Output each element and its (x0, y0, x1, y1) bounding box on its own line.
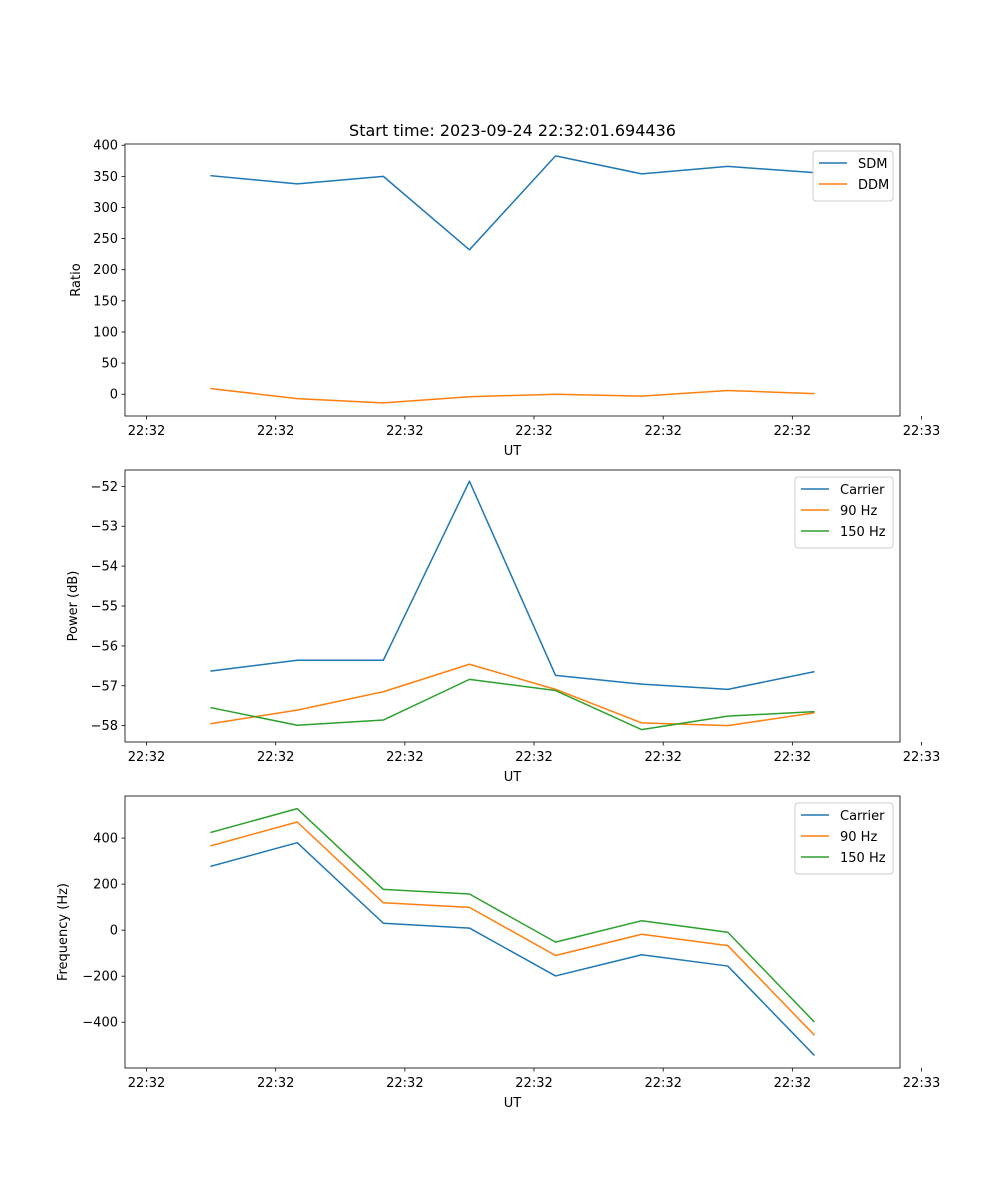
ratio-y-tick-label: 150 (93, 294, 118, 309)
ratio-x-axis-label: UT (504, 444, 522, 459)
power-x-tick-label: 22:32 (644, 750, 681, 765)
ratio-y-tick-label: 350 (93, 170, 118, 185)
ratio-y-tick-label: 200 (93, 263, 118, 278)
power-y-tick-label: −53 (91, 520, 118, 535)
frequency-x-tick-label: 22:32 (774, 1076, 811, 1091)
ratio-y-tick-label: 50 (101, 357, 118, 372)
frequency-x-tick-label: 22:32 (128, 1076, 165, 1091)
ratio-y-axis-label: Ratio (69, 263, 84, 296)
power-legend-label: 150 Hz (840, 525, 886, 540)
power-x-tick-label: 22:33 (903, 750, 940, 765)
power-series-line-150-hz (210, 678, 815, 731)
frequency-y-tick-label: 0 (110, 924, 118, 939)
frequency-x-tick-label: 22:32 (644, 1076, 681, 1091)
ratio-series-line-ddm (210, 387, 815, 404)
ratio-x-tick-label: 22:32 (644, 424, 681, 439)
power-x-tick-label: 22:32 (257, 750, 294, 765)
power-y-tick-label: −58 (91, 719, 118, 734)
ratio-x-tick-label: 22:32 (128, 424, 165, 439)
frequency-legend-label: Carrier (840, 809, 885, 824)
frequency-y-tick-label: 400 (93, 832, 118, 847)
ratio-legend-label: SDM (858, 157, 887, 172)
ratio-legend-label: DDM (858, 178, 889, 193)
frequency-axes-frame (124, 795, 901, 1069)
ratio-y-tick-label: 400 (93, 139, 118, 154)
power-y-tick-label: −55 (91, 600, 118, 615)
frequency-legend-label: 150 Hz (840, 851, 886, 866)
figure-title: Start time: 2023-09-24 22:32:01.694436 (349, 121, 676, 140)
power-y-tick-label: −57 (91, 679, 118, 694)
frequency-legend: Carrier 90 Hz 150 Hz (794, 802, 894, 875)
power-y-axis-label: Power (dB) (66, 571, 81, 642)
ratio-x-tick-label: 22:32 (515, 424, 552, 439)
power-series-line-carrier (210, 480, 815, 691)
ratio-legend: SDM DDM (812, 150, 894, 202)
ratio-x-tick-label: 22:32 (774, 424, 811, 439)
power-x-tick-label: 22:32 (128, 750, 165, 765)
power-legend: Carrier 90 Hz 150 Hz (794, 476, 894, 549)
power-x-tick-label: 22:32 (386, 750, 423, 765)
power-x-tick-label: 22:32 (515, 750, 552, 765)
ratio-y-tick-label: 100 (93, 325, 118, 340)
frequency-y-tick-label: −200 (82, 970, 118, 985)
power-y-tick-label: −52 (91, 480, 118, 495)
power-series-line-90-hz (210, 663, 815, 727)
power-y-tick-label: −54 (91, 560, 118, 575)
frequency-x-tick-label: 22:32 (257, 1076, 294, 1091)
frequency-series-line-carrier (210, 841, 815, 1056)
frequency-chart-panel: 22:32 22:32 22:32 22:32 22:32 22:32 22:33 −400 −… (56, 795, 940, 1111)
ratio-chart-panel: 22:32 22:32 22:32 22:32 22:32 22:32 22:33 0 50 10… (69, 139, 940, 459)
ratio-series-line-sdm (210, 155, 815, 251)
ratio-x-tick-label: 22:33 (903, 424, 940, 439)
power-x-tick-label: 22:32 (774, 750, 811, 765)
ratio-y-tick-label: 250 (93, 232, 118, 247)
frequency-x-axis-label: UT (504, 1096, 522, 1111)
frequency-legend-label: 90 Hz (840, 830, 877, 845)
power-legend-label: Carrier (840, 483, 885, 498)
ratio-y-tick-label: 0 (110, 388, 118, 403)
power-y-tick-label: −56 (91, 639, 118, 654)
frequency-x-tick-label: 22:33 (903, 1076, 940, 1091)
power-x-axis-label: UT (504, 770, 522, 785)
frequency-y-tick-label: −400 (82, 1016, 118, 1031)
power-legend-label: 90 Hz (840, 504, 877, 519)
frequency-x-tick-label: 22:32 (515, 1076, 552, 1091)
ratio-axes-frame (124, 143, 901, 417)
ratio-y-tick-label: 300 (93, 201, 118, 216)
frequency-series-line-150-hz (210, 807, 815, 1023)
ratio-x-tick-label: 22:32 (257, 424, 294, 439)
frequency-y-axis-label: Frequency (Hz) (56, 883, 71, 981)
frequency-y-tick-label: 200 (93, 878, 118, 893)
frequency-series-line-90-hz (210, 821, 815, 1036)
power-chart-panel: 22:32 22:32 22:32 22:32 22:32 22:32 22:33 −58 −5… (66, 469, 940, 785)
ratio-x-tick-label: 22:32 (386, 424, 423, 439)
frequency-x-tick-label: 22:32 (386, 1076, 423, 1091)
